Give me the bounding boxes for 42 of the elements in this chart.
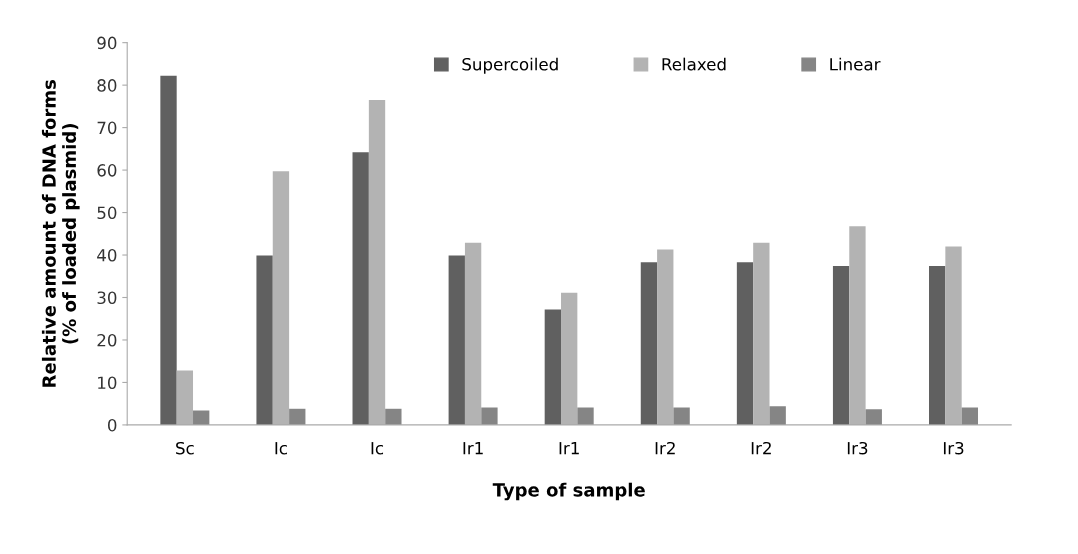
y-tick-label: 30 — [97, 291, 117, 305]
x-tick-label: Ir2 — [655, 441, 675, 455]
y-tick-label: 0 — [107, 418, 117, 432]
y-axis-title: Relative amount of DNA forms (% of loaded plasmid) — [41, 79, 80, 387]
bar — [193, 410, 210, 425]
legend-label: Linear — [830, 57, 881, 71]
bar — [865, 409, 882, 425]
legend-label: Supercoiled — [462, 57, 558, 74]
x-tick-label: Ir3 — [847, 441, 868, 455]
bar — [160, 75, 177, 425]
y-tick-label: 20 — [97, 333, 117, 347]
bar — [352, 152, 369, 425]
y-tick-label: 50 — [97, 206, 117, 220]
bar — [289, 408, 306, 425]
x-tick-label: Ir2 — [751, 441, 771, 455]
bar — [385, 408, 402, 425]
bar — [961, 407, 979, 425]
bar — [832, 266, 850, 425]
y-tick-label: 40 — [97, 248, 117, 262]
bar — [544, 309, 562, 425]
bar — [769, 406, 786, 425]
bar — [929, 266, 946, 425]
x-tick-label: Ic — [275, 442, 287, 455]
x-tick-label: Ic — [371, 442, 384, 455]
bar — [736, 262, 754, 425]
x-tick-label: Sc — [176, 441, 194, 455]
x-tick-label: Ir1 — [463, 442, 483, 455]
bar — [640, 262, 658, 425]
x-axis-title: Type of sample — [492, 482, 645, 501]
y-tick-label: 90 — [97, 36, 117, 50]
y-tick-label: 60 — [97, 164, 117, 177]
legend-label: Relaxed — [662, 57, 726, 71]
bar — [673, 407, 690, 425]
y-tick-label: 70 — [97, 121, 117, 135]
bar — [256, 255, 273, 425]
bar — [448, 255, 465, 425]
bar — [481, 407, 498, 425]
y-tick-label: 80 — [97, 79, 117, 92]
x-tick-label: Ir3 — [943, 441, 964, 455]
y-tick-label: 10 — [98, 376, 117, 390]
x-tick-label: Ir1 — [559, 442, 579, 455]
bar — [577, 407, 594, 425]
